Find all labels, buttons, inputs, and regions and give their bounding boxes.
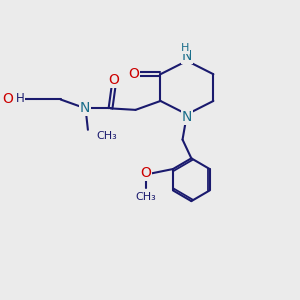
Text: CH₃: CH₃ xyxy=(96,131,117,141)
Text: H: H xyxy=(16,92,24,105)
Text: N: N xyxy=(80,101,90,115)
Text: N: N xyxy=(182,50,192,63)
Text: CH₃: CH₃ xyxy=(135,192,156,202)
Text: O: O xyxy=(2,92,13,106)
Text: O: O xyxy=(140,166,151,180)
Text: O: O xyxy=(109,73,119,87)
Text: O: O xyxy=(128,67,139,81)
Text: H: H xyxy=(181,44,189,53)
Text: N: N xyxy=(182,110,192,124)
